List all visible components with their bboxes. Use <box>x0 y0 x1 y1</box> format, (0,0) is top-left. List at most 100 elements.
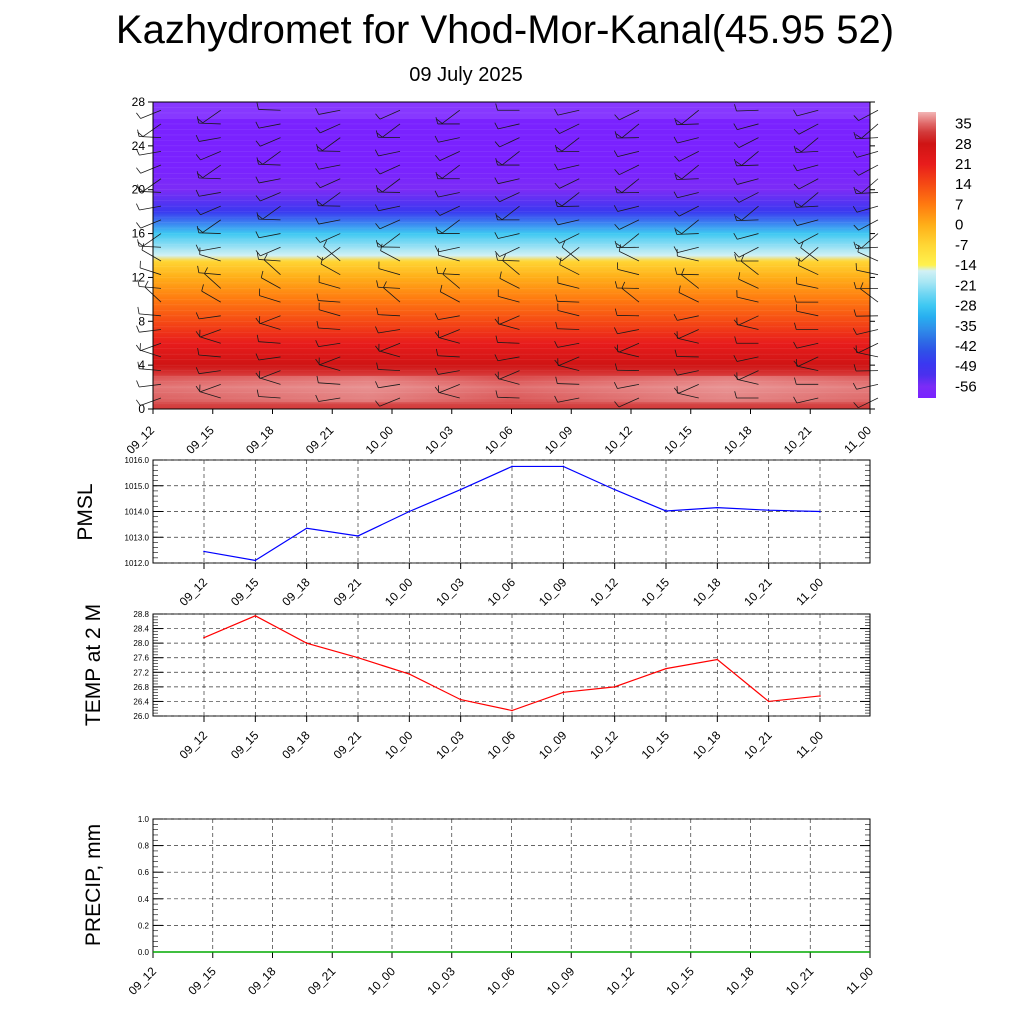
y-tick-label: 24 <box>132 139 146 153</box>
wind-barb-flag <box>315 394 319 402</box>
wind-barb <box>437 355 460 358</box>
wind-barb-flag <box>494 177 499 184</box>
data-point <box>562 691 565 694</box>
wind-barb <box>796 150 819 153</box>
wind-barb <box>856 269 879 276</box>
wind-barb <box>498 323 520 330</box>
wind-barb-flag <box>554 395 559 403</box>
wind-barb <box>259 322 281 330</box>
wind-barb <box>262 151 281 165</box>
wind-barb <box>379 397 401 407</box>
wind-barb <box>557 300 580 303</box>
x-tick-label: 10_12 <box>602 423 636 457</box>
wind-barb <box>199 137 221 142</box>
wind-barb-flag <box>195 385 201 393</box>
wind-barb <box>204 273 222 289</box>
wind-barb <box>258 341 281 344</box>
wind-barb-flag <box>561 240 566 248</box>
wind-barb <box>260 246 281 257</box>
y-tick-label: 0.8 <box>138 842 150 851</box>
wind-barb-flag <box>316 293 319 301</box>
x-tick-label: 09_18 <box>243 423 277 457</box>
wind-barb-flag <box>383 281 387 288</box>
x-tick-label: 10_03 <box>433 728 467 762</box>
wind-barb-flag <box>853 309 857 317</box>
wind-barb-flag <box>674 117 678 125</box>
wind-barb <box>559 178 580 189</box>
data-point <box>716 658 719 661</box>
colorbar-label: -14 <box>955 257 977 274</box>
wind-barb <box>318 397 341 402</box>
wind-barb <box>856 383 879 390</box>
wind-barb-flag <box>196 171 200 179</box>
wind-barb <box>617 329 640 335</box>
wind-barb <box>198 354 221 358</box>
wind-barb <box>798 265 819 276</box>
wind-barb <box>678 383 699 394</box>
wind-barb-flag <box>554 163 559 171</box>
wind-barb <box>617 205 640 212</box>
wind-barb <box>676 123 699 126</box>
wind-barb <box>497 396 520 399</box>
x-tick-label: 10_15 <box>639 575 673 609</box>
wind-barb <box>441 109 460 124</box>
wind-barb-flag <box>375 168 381 175</box>
wind-barb-flag <box>614 131 618 139</box>
wind-barb <box>378 383 401 389</box>
wind-barb-flag <box>681 268 685 276</box>
wind-barb-flag <box>257 214 263 220</box>
wind-barb <box>736 164 759 167</box>
wind-barb <box>260 192 281 202</box>
data-point <box>819 695 821 697</box>
wind-barb <box>139 329 162 333</box>
wind-barb-flag <box>673 368 678 376</box>
wind-barb-flag <box>320 257 324 265</box>
wind-barb <box>796 283 819 289</box>
y-tick-label: 0 <box>138 402 145 416</box>
data-point <box>665 667 667 670</box>
wind-barb <box>261 277 281 289</box>
x-tick-label: 11_00 <box>843 964 876 997</box>
wind-barb <box>322 137 341 151</box>
wind-barb <box>198 315 221 320</box>
wind-barb-flag <box>436 173 443 179</box>
wind-barb-flag <box>315 127 321 134</box>
wind-barb <box>557 219 580 226</box>
wind-barb-flag <box>197 265 200 273</box>
wind-barb-flag <box>376 307 379 315</box>
wind-barb <box>142 123 162 137</box>
wind-barb-flag <box>614 114 620 121</box>
wind-barb-flag <box>315 358 321 366</box>
wind-barb-flag <box>260 270 264 278</box>
wind-barb <box>139 205 162 211</box>
wind-barb-flag <box>499 271 502 279</box>
wind-barb <box>142 233 162 247</box>
wind-barb <box>318 281 341 289</box>
wind-barb <box>619 250 640 262</box>
wind-barb <box>618 342 640 353</box>
wind-barb <box>199 192 221 197</box>
wind-barb <box>499 246 520 257</box>
wind-barb-flag <box>794 377 797 385</box>
wind-barb-flag <box>375 113 381 120</box>
x-tick-label: 09_21 <box>331 728 365 762</box>
wind-barb <box>198 272 221 276</box>
wind-barb-flag <box>135 344 141 351</box>
wind-barb-flag <box>195 244 200 252</box>
wind-barb-flag <box>495 103 498 111</box>
wind-barb-flag <box>733 355 738 362</box>
wind-barb-flag <box>316 375 319 383</box>
x-tick-label: 10_06 <box>485 728 519 762</box>
wind-barb <box>439 150 460 161</box>
chart-subtitle: 09 July 2025 <box>409 64 523 86</box>
x-tick-label: 10_18 <box>721 423 755 457</box>
x-tick-label: 09_18 <box>279 728 313 762</box>
wind-barb <box>681 274 699 289</box>
wind-barb-flag <box>853 224 859 231</box>
wind-barb-flag <box>614 281 618 289</box>
wind-barb-flag <box>502 254 506 261</box>
data-point <box>203 636 205 639</box>
wind-barb <box>497 178 520 185</box>
x-tick-label: 10_03 <box>422 423 456 457</box>
